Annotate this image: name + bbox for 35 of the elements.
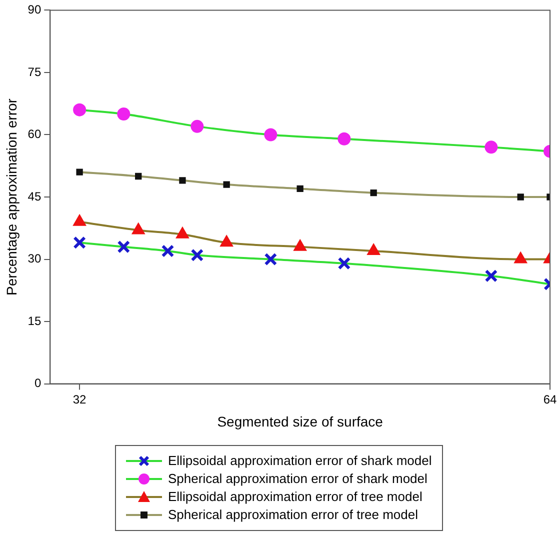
point [179,177,186,184]
point [264,252,278,266]
legend-label: Ellipsoidal approximation error of shark model [168,452,432,470]
point [117,240,130,254]
legend-label: Spherical approximation error of shark model [168,470,428,488]
x-tick-label: 64 [543,392,557,406]
point [223,181,230,188]
point [117,107,130,120]
point [484,140,498,154]
point [264,128,278,142]
y-tick-label: 15 [28,314,42,328]
point [370,190,377,196]
point [190,248,204,262]
point [296,185,304,192]
y-axis-title: Percentage approximation error [3,98,20,296]
y-tick-label: 75 [28,64,42,79]
y-tick-label: 45 [28,189,42,204]
point [338,256,351,270]
point [76,168,83,176]
x-tick-label: 32 [72,392,87,406]
legend-label: Spherical approximation error of tree model [168,506,418,524]
y-tick-label: 30 [28,252,42,266]
point [190,120,204,133]
y-tick-label: 90 [28,2,42,17]
point [517,194,524,200]
x-axis-title: Segmented size of surface [217,413,384,430]
point [338,132,351,146]
legend-label: Ellipsoidal approximation error of tree model [168,488,422,506]
point [484,269,498,282]
point [135,172,142,180]
y-tick-label: 0 [34,376,42,390]
y-tick-label: 60 [28,127,42,142]
point [161,244,174,258]
point [73,103,86,116]
point [73,236,86,250]
